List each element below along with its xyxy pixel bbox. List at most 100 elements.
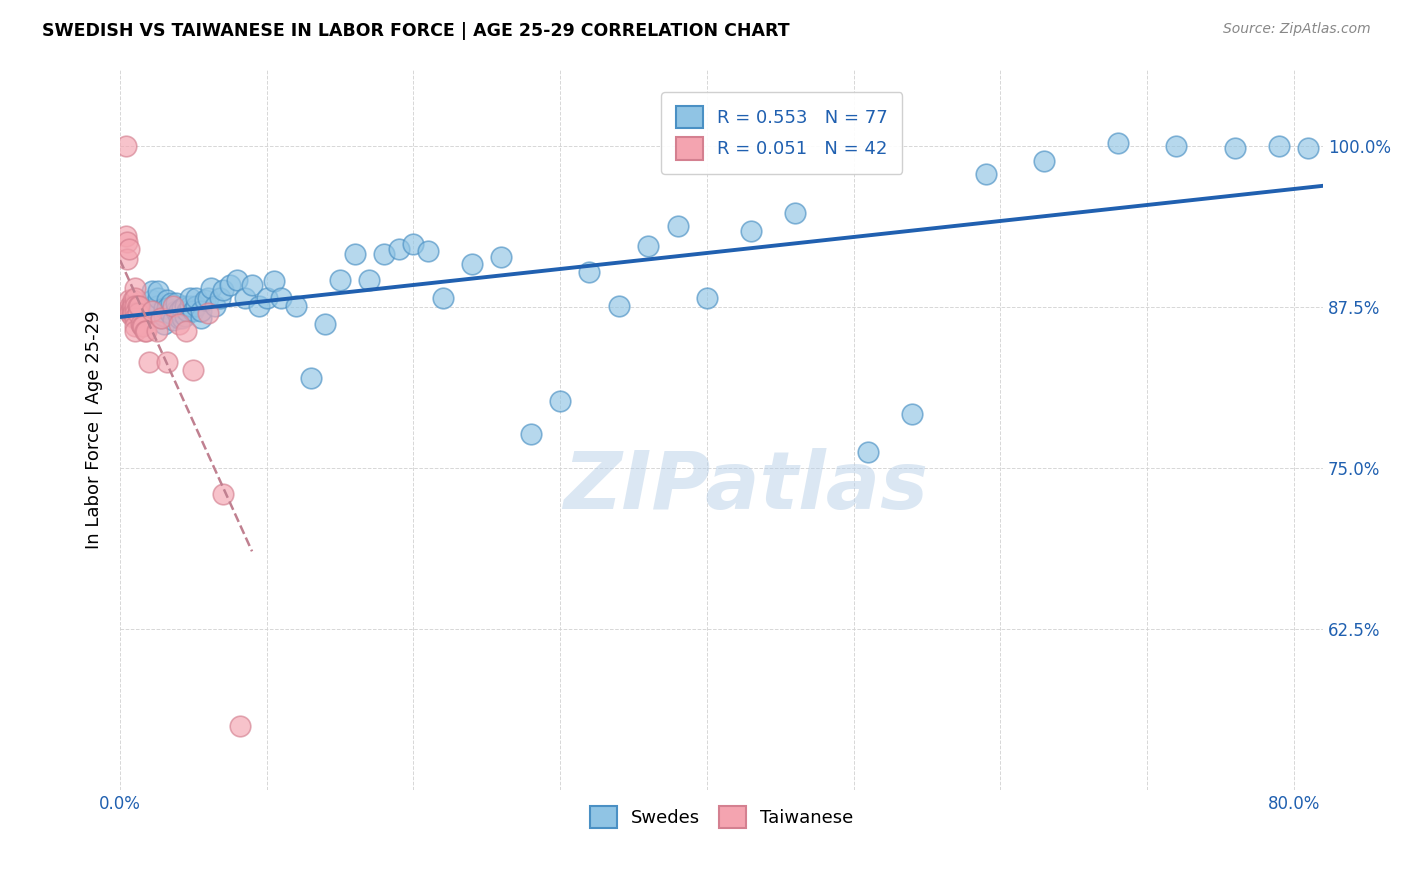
Point xyxy=(153,317,176,331)
Point xyxy=(156,301,179,315)
Point xyxy=(183,363,205,377)
Point xyxy=(118,293,141,308)
Point xyxy=(229,718,252,732)
Point xyxy=(1107,136,1129,151)
Point xyxy=(1268,138,1291,153)
Point xyxy=(156,355,179,369)
Point xyxy=(197,306,219,320)
Point xyxy=(114,229,136,244)
Point xyxy=(1166,138,1188,153)
Text: SWEDISH VS TAIWANESE IN LABOR FORCE | AGE 25-29 CORRELATION CHART: SWEDISH VS TAIWANESE IN LABOR FORCE | AG… xyxy=(42,22,790,40)
Point xyxy=(901,407,924,421)
Point xyxy=(120,306,142,320)
Point xyxy=(240,277,263,292)
Point xyxy=(179,299,201,313)
Point xyxy=(696,291,718,305)
Point xyxy=(159,306,181,320)
Point xyxy=(174,324,197,338)
Point xyxy=(186,291,208,305)
Point xyxy=(153,309,176,323)
Point xyxy=(740,224,762,238)
Point xyxy=(783,206,806,220)
Point xyxy=(122,293,145,308)
Point xyxy=(124,324,146,338)
Point xyxy=(167,303,190,318)
Point xyxy=(247,299,270,313)
Point xyxy=(124,299,146,313)
Point xyxy=(461,257,484,271)
Point xyxy=(117,235,139,250)
Point xyxy=(124,311,146,326)
Point xyxy=(211,486,233,500)
Point xyxy=(124,319,146,334)
Point xyxy=(359,273,381,287)
Point xyxy=(183,303,205,318)
Point xyxy=(176,303,198,318)
Point xyxy=(226,273,249,287)
Y-axis label: In Labor Force | Age 25-29: In Labor Force | Age 25-29 xyxy=(86,310,103,549)
Point xyxy=(167,317,190,331)
Point xyxy=(121,306,143,320)
Point xyxy=(167,311,190,326)
Point xyxy=(197,291,219,305)
Point xyxy=(263,274,285,288)
Text: ZIPatlas: ZIPatlas xyxy=(564,448,928,526)
Point xyxy=(343,247,366,261)
Point xyxy=(179,291,201,305)
Point xyxy=(134,324,156,338)
Point xyxy=(128,299,150,313)
Point xyxy=(160,296,183,310)
Point xyxy=(150,311,173,326)
Point xyxy=(141,303,163,318)
Point xyxy=(1298,141,1320,155)
Point xyxy=(114,138,136,153)
Text: Source: ZipAtlas.com: Source: ZipAtlas.com xyxy=(1223,22,1371,37)
Point xyxy=(299,370,322,384)
Point xyxy=(208,291,231,305)
Point xyxy=(118,242,141,256)
Point xyxy=(145,299,167,313)
Point xyxy=(162,299,184,313)
Point xyxy=(127,299,149,313)
Point xyxy=(285,299,308,313)
Point xyxy=(138,355,160,369)
Point xyxy=(131,319,153,334)
Point xyxy=(548,393,571,408)
Point xyxy=(127,306,149,320)
Point xyxy=(607,299,630,313)
Point xyxy=(329,273,352,287)
Point xyxy=(194,293,217,308)
Point xyxy=(141,293,163,308)
Point xyxy=(200,280,222,294)
Point xyxy=(170,301,193,315)
Point xyxy=(117,252,139,267)
Point xyxy=(256,291,278,305)
Point xyxy=(233,291,256,305)
Point xyxy=(416,244,439,259)
Point xyxy=(129,317,152,331)
Point xyxy=(135,324,157,338)
Point xyxy=(150,311,173,326)
Point xyxy=(124,280,146,294)
Point xyxy=(141,285,163,299)
Point xyxy=(173,299,195,313)
Point xyxy=(666,219,689,233)
Point xyxy=(153,301,176,315)
Point xyxy=(138,300,160,314)
Point xyxy=(145,324,167,338)
Point xyxy=(124,291,146,305)
Point xyxy=(146,285,169,299)
Point xyxy=(520,427,543,442)
Point xyxy=(173,309,195,323)
Point xyxy=(165,303,187,318)
Point xyxy=(162,312,184,326)
Point xyxy=(373,247,395,261)
Point xyxy=(432,291,454,305)
Point xyxy=(121,299,143,313)
Point xyxy=(270,291,292,305)
Point xyxy=(219,277,242,292)
Point xyxy=(190,303,212,318)
Point xyxy=(122,299,145,313)
Point xyxy=(402,236,425,251)
Point xyxy=(165,296,187,310)
